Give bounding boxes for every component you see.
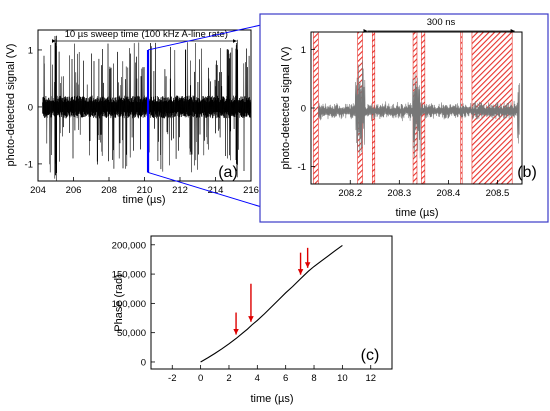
chart-b: 208.2 208.3 208.4 208.5 -1 0 1 time (µs) photo… (259, 13, 549, 223)
chart-b-x-tick-label: 208.5 (486, 188, 510, 199)
chart-a-y-tick-label: -1 (25, 159, 33, 170)
chart-a-x-tick-label: 206 (66, 185, 82, 196)
chart-c: -2 0 2 4 6 8 10 12050,000100,000150,000200,000 … (112, 235, 393, 405)
chart-a-x-tick-label: 212 (172, 185, 188, 196)
chart-c-x-tick-label: -2 (168, 373, 176, 384)
chart-c-y-tick-label: 0 (141, 357, 146, 368)
chart-c-arrows (233, 247, 311, 335)
chart-b-x-tick-label: 208.2 (338, 188, 362, 199)
chart-c-x-tick-label: 0 (198, 373, 203, 384)
chart-b-y-tick-label: -1 (298, 162, 306, 173)
chart-a-y-tick-label: 0 (28, 102, 33, 113)
chart-c-panel-label: (c) (361, 347, 380, 364)
chart-a-ticks: 204 206 208 210 212 214 216 -1 0 1 (25, 45, 259, 196)
chart-c-plot-frame (150, 235, 393, 370)
chart-c-y-tick-label: 150,000 (112, 270, 146, 281)
chart-a-x-tick-label: 208 (101, 185, 117, 196)
chart-a-x-tick-label: 204 (30, 185, 46, 196)
chart-c-ylabel: Phase (rad) (113, 274, 125, 331)
chart-c-x-tick-label: 8 (311, 373, 316, 384)
chart-b-y-tick-label: 1 (301, 45, 306, 56)
chart-b-signal-line (318, 60, 520, 159)
chart-c-y-tick-label: 200,000 (112, 240, 146, 251)
chart-a: 204 206 208 210 212 214 216 -1 0 1 time (µs) phot… (5, 29, 259, 206)
chart-a-sweep-annotation: 10 µs sweep time (100 kHz A-line rate) (51, 29, 237, 43)
chart-c-ticks: -2 0 2 4 6 8 10 12 0 50,000 100,000 150,000 200,000 (112, 240, 376, 384)
chart-b-ticks: 208.2 208.3 208.4 208.5 -1 0 1 (298, 45, 510, 199)
chart-c-x-tick-label: 2 (226, 373, 231, 384)
chart-b-x-tick-label: 208.3 (387, 188, 411, 199)
chart-b-span-annotation: 300 ns (363, 17, 515, 33)
chart-c-x-tick-label: 12 (365, 373, 376, 384)
chart-a-y-tick-label: 1 (28, 45, 33, 56)
chart-b-ylabel: photo-detected signal (V) (280, 47, 292, 170)
chart-c-phase-line (200, 244, 343, 363)
chart-b-xlabel: time (µs) (395, 207, 438, 219)
chart-a-panel-label: (a) (218, 164, 238, 181)
chart-a-x-tick-label: 216 (243, 185, 259, 196)
chart-c-x-tick-label: 10 (337, 373, 348, 384)
chart-b-span-label: 300 ns (427, 17, 456, 28)
chart-a-sweep-label: 10 µs sweep time (100 kHz A-line rate) (65, 29, 228, 40)
chart-b-x-tick-label: 208.4 (437, 188, 461, 199)
chart-a-xlabel: time (µs) (122, 194, 165, 206)
chart-a-x-tick-label: 214 (208, 185, 224, 196)
chart-a-ylabel: photo-detected signal (V) (5, 44, 17, 167)
chart-c-x-tick-label: 4 (255, 373, 260, 384)
chart-c-y-tick-label: 100,000 (112, 299, 146, 310)
chart-b-y-tick-label: 0 (301, 104, 306, 115)
chart-a-x-tick-label: 210 (137, 185, 153, 196)
chart-a-signal-line (42, 35, 252, 181)
chart-b-signal-series (318, 60, 520, 159)
chart-c-xlabel: time (µs) (250, 393, 293, 405)
chart-c-phase-series (200, 244, 343, 363)
chart-c-x-tick-label: 6 (283, 373, 288, 384)
chart-a-signal-series (42, 35, 252, 181)
chart-c-y-tick-label: 50,000 (117, 328, 146, 339)
chart-b-panel-label: (b) (517, 164, 537, 181)
